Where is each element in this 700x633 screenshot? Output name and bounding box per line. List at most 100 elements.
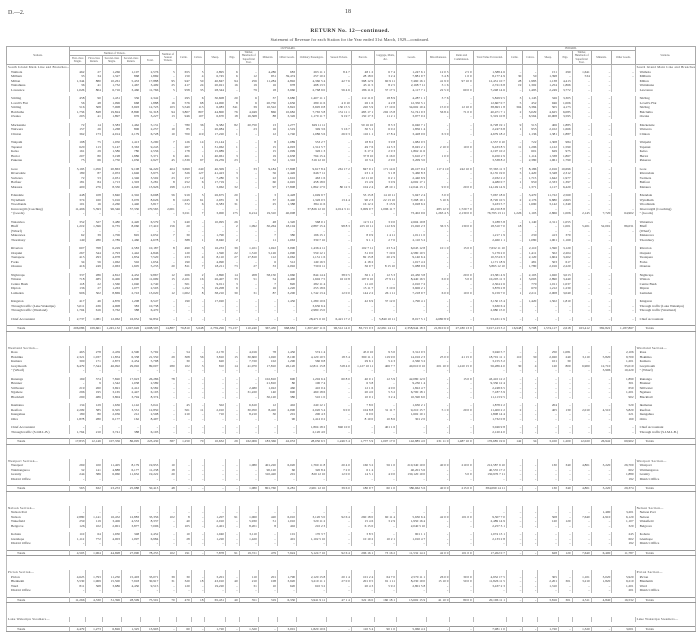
table-cell: .. [505, 416, 524, 422]
table-cell: .. [85, 211, 103, 216]
table-row: Ikamatua 134 129 1,636 1,142 3,041.. 45.. 502..… [6, 403, 697, 408]
table-cell [175, 505, 192, 511]
table-cell: .. [505, 588, 524, 593]
table-cell: 5 [159, 69, 177, 75]
table-cell: .. [175, 463, 192, 468]
table-cell: .. [159, 536, 177, 542]
table-cell: 80 [85, 412, 103, 417]
station-name-right: Westland Section— [634, 345, 697, 351]
table-cell: 344 [85, 250, 103, 256]
table-cell: 97 10 0 [449, 78, 474, 84]
table-cell: 4,892 [276, 78, 298, 84]
table-cell [296, 345, 328, 351]
table-cell: 368 12 9 [350, 78, 376, 84]
table-cell: 616 [85, 308, 103, 313]
table-cell: 282 11 4 [296, 281, 328, 287]
table-cell: .. [505, 272, 524, 278]
table-cell: .. [159, 532, 177, 537]
table-cell: 1,742 13 4 [296, 290, 328, 296]
table-cell: 45 0 10 [350, 350, 376, 355]
table-cell: 34 [85, 74, 103, 79]
table-cell: .. [449, 385, 474, 391]
table-row: Balfour 181 84 1,713 1,303 3,281 8 252 6 17,719..… [6, 180, 697, 185]
table-cell: .. [571, 149, 592, 154]
table-cell [276, 570, 298, 575]
table-cell: 483 17 1 [350, 109, 376, 115]
table-cell: 11 [505, 144, 524, 150]
station-name-right: District Office [634, 588, 697, 593]
table-cell: 2,211 [522, 290, 539, 296]
table-cell: 90 2 3 [350, 197, 376, 203]
station-name-right: Pukerau [634, 158, 697, 163]
table-cell: 386 [85, 472, 103, 477]
table-cell: 360 11 1 [350, 354, 376, 360]
table-cell: 101 0 0 [449, 514, 474, 520]
table-cell: .. [159, 510, 177, 515]
table-cell: 66 [85, 158, 103, 163]
table-cell: 8 [159, 180, 177, 185]
table-cell: 102 [159, 514, 177, 520]
table-cell: .. [571, 166, 592, 172]
table-cell: .. [571, 476, 592, 482]
table-cell: 1,487 10 0 [449, 438, 474, 445]
table-cell: 1,760 11 8 [296, 463, 328, 468]
table-cell: .. [159, 359, 177, 364]
table-cell: .. [350, 541, 376, 546]
table-row: Picton 4,625 1,793 11,250 15,403 33,071 39 30..… [6, 574, 697, 580]
table-cell: 104 2 4 [350, 184, 376, 190]
table-cell: 18 [159, 467, 177, 473]
table-cell: .. [571, 385, 592, 391]
table-cell: 9,617 8 4 [296, 166, 328, 172]
table-cell: 968,682 [276, 325, 298, 332]
table-cell: .. [522, 463, 539, 468]
table-row: Greymouth 6,479 7,344 46,092 29,092 89,007 280… [6, 363, 697, 369]
station-name-right: Nelson [634, 514, 697, 520]
table-row: Waimangaroa 32 141 4,888 6,177 11,238 18......… [6, 467, 697, 473]
table-cell: 102 [85, 523, 103, 529]
table-cell: .. [449, 286, 474, 291]
table-cell: 23 [159, 175, 177, 181]
table-cell: 1,983 [522, 78, 539, 84]
table-cell: 2,130 0 0 [449, 211, 474, 216]
table-cell: 221 [611, 412, 636, 417]
table-cell: .. [571, 536, 592, 542]
table-cell: .. [571, 78, 592, 84]
table-cell: 602 [611, 467, 636, 473]
table-cell: 150 [175, 74, 192, 79]
table-cell: 3,003 [522, 277, 539, 282]
table-cell: 1 [505, 127, 524, 132]
table-cell: 160 3 2 [350, 463, 376, 468]
table-cell: .. [175, 588, 192, 593]
table-cell: 1,081 [85, 316, 103, 322]
ticket-col-header: Second-class Single. [101, 55, 122, 66]
table-cell: .. [522, 588, 539, 593]
table-cell: .. [505, 184, 524, 190]
table-row: (Wharf).................................… [6, 228, 697, 234]
table-cell: .. [449, 429, 474, 435]
table-cell: .. [449, 158, 474, 163]
table-row: Invercargill (Coaching) 11,496 5,393 96,346… [6, 206, 697, 212]
table-cell [85, 617, 103, 622]
station-name-right: Granity [634, 472, 697, 477]
station-name-right: Greymouth [634, 363, 697, 369]
table-cell: 1,388 [276, 202, 298, 207]
table-cell [350, 458, 376, 464]
table-cell: .. [571, 140, 592, 145]
table-cell: 43 11 5 [350, 83, 376, 88]
table-cell [449, 345, 474, 351]
table-cell: .. [276, 510, 298, 515]
table-cell: 5,960 4 2 [396, 625, 428, 632]
table-cell: 14 5 1 [350, 472, 376, 477]
table-row: Kumara 300 171 2,873 2,454 5,798.. 30.. 620.. 7,… [6, 359, 697, 364]
table-cell: .. [522, 485, 539, 492]
table-cell: 3,201 [611, 510, 636, 515]
spacer [6, 372, 696, 377]
table-row: Balclutha 1,756 848 19,824 8,890 31,318 94 3,80… [6, 109, 697, 115]
table-cell: 6 15 0 [350, 523, 376, 529]
table-cell: 157 [175, 175, 192, 181]
table-cell: .. [350, 228, 376, 234]
station-name-right: Milton [634, 78, 697, 84]
table-cell: .. [522, 407, 539, 413]
table-cell [611, 153, 636, 159]
table-cell: .. [505, 259, 524, 265]
